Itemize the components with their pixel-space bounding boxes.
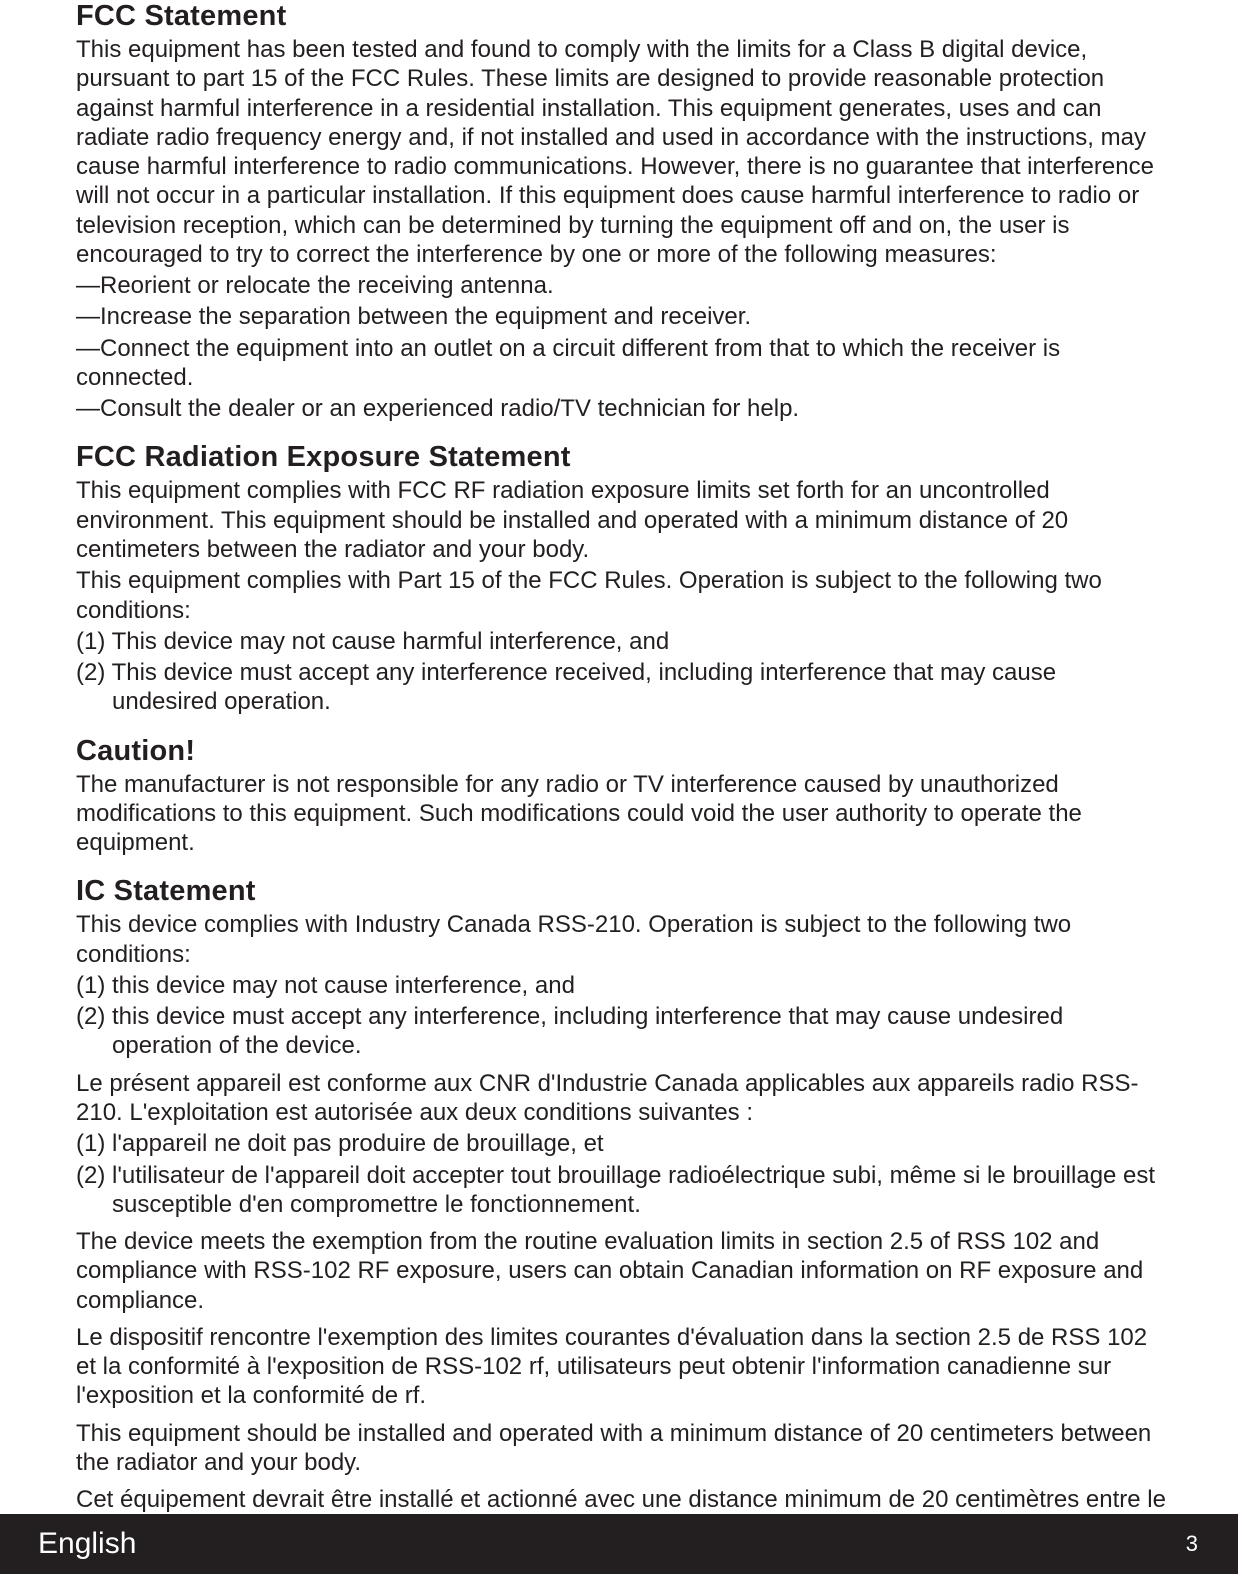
fcc-radiation-body-1: This equipment complies with FCC RF radi… (76, 476, 1168, 564)
caution-body: The manufacturer is not responsible for … (76, 770, 1168, 858)
ic-fr-intro: Le présent appareil est conforme aux CNR… (76, 1069, 1168, 1128)
ic-exposure-fr: Le dispositif rencontre l'exemption des … (76, 1323, 1168, 1411)
page-footer: English 3 (0, 1514, 1238, 1574)
footer-page-number: 3 (1186, 1531, 1198, 1557)
ic-en-intro: This device complies with Industry Canad… (76, 910, 1168, 969)
fcc-measure-1: —Reorient or relocate the receiving ante… (76, 271, 1168, 300)
ic-statement-section: IC Statement This device complies with I… (76, 875, 1168, 1543)
caution-section: Caution! The manufacturer is not respons… (76, 735, 1168, 858)
fcc-radiation-section: FCC Radiation Exposure Statement This eq… (76, 441, 1168, 716)
fcc-radiation-cond-2: (2) This device must accept any interfer… (76, 658, 1168, 717)
caution-heading: Caution! (76, 735, 1168, 768)
ic-fr-cond-1: (1) l'appareil ne doit pas produire de b… (76, 1129, 1168, 1158)
fcc-radiation-heading: FCC Radiation Exposure Statement (76, 441, 1168, 474)
fcc-radiation-body-2: This equipment complies with Part 15 of … (76, 566, 1168, 625)
ic-fr-cond-2: (2) l'utilisateur de l'appareil doit acc… (76, 1161, 1168, 1220)
fcc-measure-2: —Increase the separation between the equ… (76, 302, 1168, 331)
ic-en-cond-2: (2) this device must accept any interfer… (76, 1002, 1168, 1061)
fcc-measure-4: —Consult the dealer or an experienced ra… (76, 394, 1168, 423)
footer-language: English (38, 1527, 136, 1561)
fcc-radiation-cond-1: (1) This device may not cause harmful in… (76, 627, 1168, 656)
ic-exposure-en: The device meets the exemption from the … (76, 1227, 1168, 1315)
ic-distance-en: This equipment should be installed and o… (76, 1419, 1168, 1478)
fcc-statement-heading: FCC Statement (76, 0, 1168, 33)
ic-en-cond-1: (1) this device may not cause interferen… (76, 971, 1168, 1000)
content-area: FCC Statement This equipment has been te… (0, 0, 1238, 1544)
fcc-statement-body: This equipment has been tested and found… (76, 35, 1168, 269)
page: FCC Statement This equipment has been te… (0, 0, 1238, 1574)
fcc-measure-3: —Connect the equipment into an outlet on… (76, 334, 1168, 393)
ic-statement-heading: IC Statement (76, 875, 1168, 908)
fcc-statement-section: FCC Statement This equipment has been te… (76, 0, 1168, 423)
